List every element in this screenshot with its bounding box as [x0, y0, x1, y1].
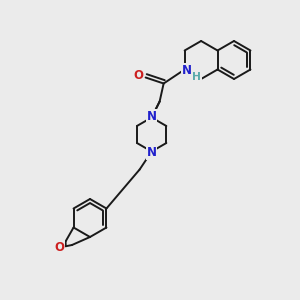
Text: O: O [55, 241, 65, 254]
Text: H: H [192, 73, 201, 82]
Text: N: N [147, 146, 157, 159]
Text: O: O [134, 69, 144, 82]
Text: N: N [147, 110, 157, 123]
Text: N: N [182, 64, 192, 77]
